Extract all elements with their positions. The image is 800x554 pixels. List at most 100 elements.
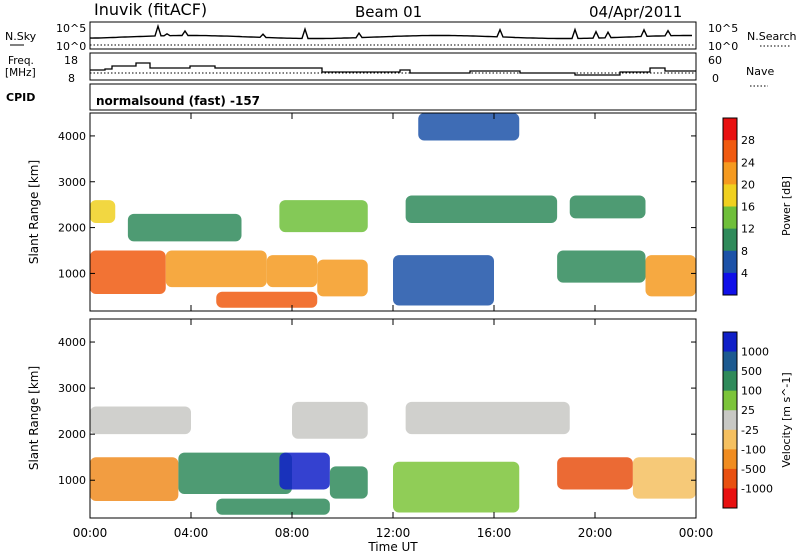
colorbar-tick-label: 24 [741,156,755,169]
colorbar-tick-label: 16 [741,201,755,214]
freq-line [90,62,696,76]
data-region [645,255,696,297]
colorbar-swatch [723,429,737,450]
power-data-regions [90,113,696,308]
colorbar-swatch [723,272,737,296]
colorbar-tick-label: 4 [741,267,748,280]
freq-tick-top: 18 [64,54,78,67]
colorbar-tick-label: 100 [741,385,762,398]
time-axis-labels: 00:00 04:00 08:00 12:00 16:00 20:00 00:00 [73,526,714,540]
y-tick-label: 3000 [58,382,86,395]
data-region [90,457,179,501]
data-region [418,113,520,141]
velocity-y-axis: 1000 2000 3000 4000 [58,336,696,487]
freq-tick-bottom: 8 [68,72,75,85]
y-tick-label: 1000 [58,474,86,487]
colorbar-tick-label: 20 [741,178,755,191]
freq-panel-frame [89,52,697,81]
y-tick-label: 3000 [58,176,86,189]
colorbar-swatch [723,140,737,163]
nsearch-tick-bottom: 10^0 [708,40,738,53]
cpid-panel-frame [89,83,697,111]
data-region [266,255,318,288]
colorbar-tick-label: 500 [741,365,762,378]
beam-title: Beam 01 [355,3,422,21]
colorbar-swatch [723,184,737,207]
colorbar-swatch [723,468,737,489]
colorbar-tick-label: 28 [741,134,755,147]
velocity-x-axis [89,319,697,518]
y-tick-label: 2000 [58,222,86,235]
data-region [405,401,570,435]
data-region [90,406,191,435]
freq-label-line2: [MHz] [5,67,36,79]
data-region [279,200,368,233]
data-region [317,259,368,297]
cpid-value: normalsound (fast) -157 [96,94,260,108]
data-region [90,200,116,223]
data-region [557,457,633,490]
data-region [329,466,368,499]
power-x-axis [89,113,697,311]
velocity-colorbar-label: Velocity [m s^-1] [780,372,793,467]
velocity-colorbar-frame [722,331,738,509]
data-region [393,461,520,513]
nsky-tick-top: 10^5 [56,22,86,35]
x-tick-label: 12:00 [376,526,411,540]
data-region [393,255,494,306]
colorbar-tick-label: 1000 [741,346,769,359]
velocity-colorbar-swatches [723,332,737,509]
nave-tick-bottom: 0 [712,72,719,85]
y-tick-label: 4000 [58,336,86,349]
y-tick-label: 1000 [58,267,86,280]
x-tick-label: 16:00 [477,526,512,540]
data-region [632,457,696,499]
data-region [279,452,330,490]
power-colorbar-label: Power [dB] [780,176,793,236]
colorbar-swatch [723,162,737,185]
power-ylabel: Slant Range [km] [27,160,41,264]
data-region [127,213,242,242]
data-region [216,291,318,308]
power-y-axis: 1000 2000 3000 4000 [58,130,696,280]
nsky-tick-bottom: 10^0 [56,40,86,53]
cpid-label: CPID [6,91,35,104]
x-tick-label: 00:00 [73,526,108,540]
y-tick-label: 4000 [58,130,86,143]
data-region [569,195,646,219]
power-colorbar-frame [722,117,738,296]
colorbar-swatch [723,228,737,252]
nsky-label: N.Sky [5,30,37,43]
velocity-heatmap: 1000 2000 3000 4000 Slant Range [km] [27,318,697,519]
nsearch-label: N.Search [747,30,797,43]
colorbar-swatch [723,118,737,141]
colorbar-tick-label: -25 [741,424,759,437]
colorbar-tick-label: 8 [741,245,748,258]
colorbar-swatch [723,371,737,392]
nsky-trace [89,23,696,46]
data-region [165,250,267,288]
velocity-colorbar: 1000 500 100 25 -25 -100 -500 -1000 Velocity [m… [722,331,793,509]
colorbar-swatch [723,206,737,230]
colorbar-swatch [723,332,737,353]
time-axis-title: Time UT [367,540,418,554]
date-title: 04/Apr/2011 [589,3,682,21]
colorbar-swatch [723,250,737,274]
colorbar-swatch [723,390,737,411]
y-tick-label: 2000 [58,428,86,441]
velocity-ylabel: Slant Range [km] [27,366,41,470]
power-colorbar: 28 24 20 16 12 8 4 Power [dB] [722,117,793,296]
colorbar-tick-label: -100 [741,443,766,456]
nsky-line [89,23,692,40]
data-region [216,498,330,515]
power-colorbar-ticks: 28 24 20 16 12 8 4 [741,134,755,280]
colorbar-swatch [723,449,737,470]
velocity-colorbar-ticks: 1000 500 100 25 -25 -100 -500 -1000 [741,346,773,496]
nave-tick-top: 60 [708,54,722,67]
colorbar-swatch [723,488,737,509]
data-region [292,401,368,439]
nave-label: Nave [746,65,774,78]
colorbar-swatch [723,351,737,372]
freq-label-line1: Freq. [8,55,34,67]
